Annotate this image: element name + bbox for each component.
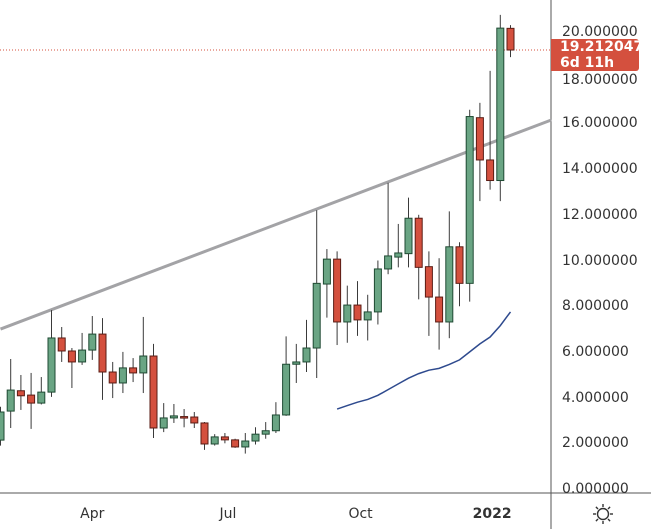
candle-down [16, 390, 25, 397]
candle-down [129, 367, 138, 374]
candle-up [373, 268, 382, 313]
last-price-label: 19.212047 6d 11h [551, 39, 644, 71]
candle-down [231, 439, 240, 448]
time-axis-label: 2022 [472, 506, 512, 522]
price-axis-label: 20.000000 [562, 24, 638, 40]
candle-down [180, 416, 189, 419]
candle-up [343, 304, 352, 323]
candle-up [241, 440, 250, 448]
candle-down [220, 436, 229, 441]
candle-up [465, 116, 474, 284]
candle-down [67, 350, 76, 363]
candle-up [312, 282, 321, 349]
candle-up [251, 433, 260, 442]
candle-up [271, 414, 280, 432]
candle-up [37, 391, 46, 404]
candle-up [302, 347, 311, 363]
candle-down [506, 27, 515, 51]
candle-up [363, 311, 372, 321]
candle-down [435, 296, 444, 323]
price-axis-label: 4.000000 [562, 389, 629, 406]
price-axis-label: 6.000000 [562, 343, 629, 360]
candle-up [47, 337, 56, 393]
time-axis-label: Jul [219, 506, 237, 522]
time-axis-label: Oct [348, 506, 373, 522]
price-axis-label: 2.000000 [562, 435, 629, 452]
candle-down [353, 304, 362, 321]
candle-down [475, 117, 484, 161]
candle-down [108, 371, 117, 384]
candle-down [149, 355, 158, 429]
candle-up [6, 389, 15, 412]
candle-up [159, 417, 168, 429]
candle-up [169, 415, 178, 419]
time-axis-label: Apr [80, 506, 105, 522]
price-axis-label: 8.000000 [562, 298, 629, 315]
candle-up [0, 411, 5, 441]
chart-settings-button[interactable] [592, 503, 614, 525]
price-axis-label: 18.000000 [562, 72, 638, 88]
candle-down [27, 394, 36, 404]
candle-up [139, 355, 148, 374]
candle-down [190, 416, 199, 424]
candle-down [200, 422, 209, 445]
candle-down [57, 337, 66, 352]
moving-average-line [336, 311, 512, 410]
candle-up [394, 252, 403, 258]
bar-countdown: 6d 11h [560, 55, 615, 71]
candle-up [445, 246, 454, 323]
trendline [0, 118, 552, 331]
last-price-value: 19.212047 [560, 39, 644, 55]
candle-down [414, 217, 423, 268]
price-axis-label: 0.000000 [562, 481, 629, 497]
candle-down [98, 333, 107, 373]
candle-up [292, 361, 301, 365]
candle-down [424, 266, 433, 298]
candle-up [118, 367, 127, 384]
candle-up [322, 258, 331, 285]
price-axis-label: 16.000000 [562, 115, 638, 132]
candle-up [210, 436, 219, 445]
candle-down [455, 246, 464, 284]
candle-up [404, 217, 413, 255]
candle-up [384, 255, 393, 270]
candle-up [88, 333, 97, 351]
candle-up [261, 430, 270, 435]
candle-up [78, 349, 87, 363]
price-axis-label: 14.000000 [562, 161, 638, 178]
candle-up [496, 27, 505, 182]
candle-down [486, 159, 495, 182]
price-axis-label: 10.000000 [562, 252, 638, 269]
candle-down [333, 258, 342, 323]
candle-up [282, 363, 291, 416]
sun-settings-icon [593, 504, 613, 524]
price-axis-label: 12.000000 [562, 206, 638, 223]
